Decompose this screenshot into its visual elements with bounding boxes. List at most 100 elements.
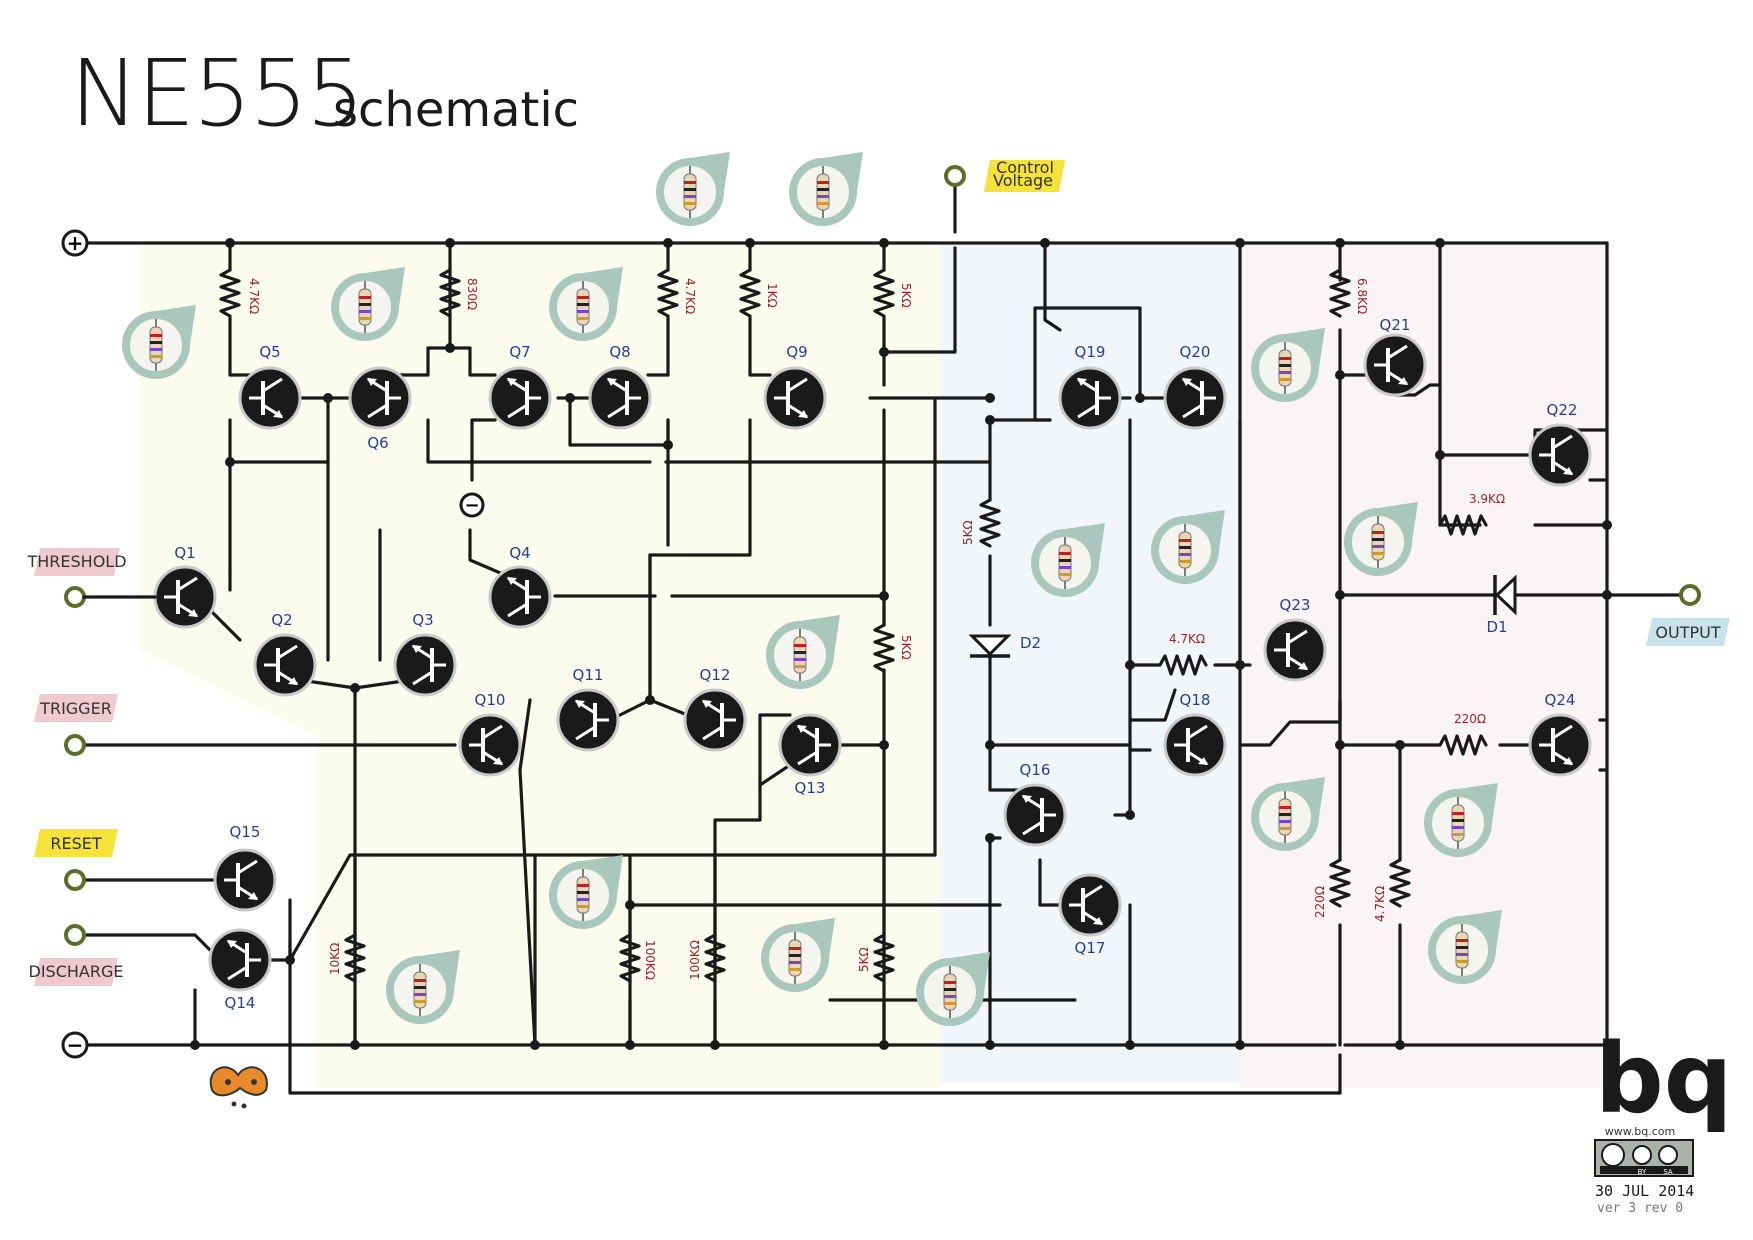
vcc-symbol: + [67,231,84,255]
resistor-network [219,268,1488,983]
transistor-q4 [488,565,552,629]
label-q1: Q1 [174,544,195,562]
trigger-label: TRIGGER [39,699,112,718]
output-label: OUTPUT [1655,623,1720,642]
transistor-q10 [458,713,522,777]
transistor-q11 [556,688,620,752]
discharge-return [288,938,1342,1095]
brand-logo: bq [1595,1023,1732,1135]
gnd-symbol: − [67,1033,84,1057]
transistor-q13 [778,713,842,777]
transistor-q8 [588,366,652,430]
label-r-q5: 4.7KΩ [247,278,261,314]
transistor-q23 [1263,618,1327,682]
transistor-q15 [213,848,277,912]
transistor-q19 [1058,366,1122,430]
label-q20: Q20 [1180,343,1211,361]
transistor-q12 [683,688,747,752]
bq-logo: bq www.bq.com BY SA 30 JUL 2014 ver 3 re… [1594,1023,1732,1216]
label-q15: Q15 [230,823,261,841]
transistor-q22 [1528,423,1592,487]
output-tag: OUTPUT [1646,618,1730,646]
label-q6: Q6 [367,434,388,452]
discharge-pin[interactable] [64,924,86,946]
transistor-q24 [1528,713,1592,777]
label-q9: Q9 [786,343,807,361]
label-q13: Q13 [795,779,826,797]
label-q18: Q18 [1180,691,1211,709]
label-q5: Q5 [259,343,280,361]
junction-dots [190,238,1612,1050]
minus-symbol: − [464,495,479,516]
internal-minus-node: − [459,492,485,518]
threshold-pin[interactable] [64,586,157,608]
label-q22: Q22 [1547,401,1578,419]
label-r-5k-top: 5KΩ [899,283,913,308]
label-r-5k-mid: 5KΩ [899,635,913,660]
diode-d1 [1493,574,1517,616]
transistor-q21 [1363,333,1427,397]
resistor-callout [655,151,731,227]
transistor-q9 [763,366,827,430]
discharge-tag: DISCHARGE [29,958,124,986]
label-r-5k-d2: 5KΩ [961,520,975,545]
label-q2: Q2 [271,611,292,629]
label-q19: Q19 [1075,343,1106,361]
control-voltage-pin[interactable] [944,165,966,187]
label-r-q8: 4.7KΩ [683,278,697,314]
zone-comparators [140,243,940,1088]
label-r-220-q24: 220Ω [1454,712,1486,726]
reset-tag: RESET [34,829,118,857]
control-voltage-label-1: Control [996,158,1054,177]
transistor-q2 [253,633,317,697]
label-q8: Q8 [609,343,630,361]
reset-label: RESET [50,834,101,853]
reset-pin[interactable] [64,869,86,891]
label-r-830: 830Ω [465,278,479,310]
label-q16: Q16 [1020,761,1051,779]
label-r-47k-bot: 4.7KΩ [1373,886,1387,922]
license-sa: SA [1663,1168,1673,1176]
label-r-47k-q23: 4.7KΩ [1169,632,1205,646]
threshold-label: THRESHOLD [26,552,126,571]
transistor-q18 [1163,713,1227,777]
label-q7: Q7 [509,343,530,361]
label-q3: Q3 [412,611,433,629]
transistor-q16 [1003,783,1067,847]
brand-url: www.bq.com [1605,1125,1675,1138]
trigger-pin[interactable] [64,734,86,756]
transistor-q1 [153,565,217,629]
gnd-terminal[interactable]: − [61,1031,89,1059]
transistor-q3 [393,633,457,697]
label-q21: Q21 [1380,316,1411,334]
output-pin[interactable] [1679,584,1701,606]
label-r-100k-a: 100KΩ [643,940,657,980]
revision-date: 30 JUL 2014 [1595,1182,1694,1200]
label-q14: Q14 [225,994,256,1012]
control-voltage-tag: Control Voltage [984,158,1065,192]
vcc-terminal[interactable]: + [61,229,89,257]
discharge-label: DISCHARGE [29,962,124,981]
label-r-68k: 6.8KΩ [1355,278,1369,314]
cc-license-badge: BY SA [1594,1139,1694,1177]
diode-d2 [968,634,1012,658]
page-subtitle: schematic [333,82,580,138]
resistor-callout [788,151,864,227]
transistor-q14 [208,928,272,992]
label-r-220-bot: 220Ω [1313,886,1327,918]
label-d1: D1 [1486,618,1507,636]
control-voltage-label-2: Voltage [993,171,1053,190]
label-r-39k: 3.9KΩ [1469,492,1505,506]
revision-version: ver 3 rev 0 [1597,1201,1683,1216]
threshold-tag: THRESHOLD [26,548,127,576]
mascot-icon [209,1066,268,1109]
label-q4: Q4 [509,544,530,562]
label-r-5k-bot: 5KΩ [857,947,871,972]
label-d2: D2 [1020,634,1041,652]
label-q10: Q10 [475,691,506,709]
transistor-q5 [238,366,302,430]
label-q23: Q23 [1280,596,1311,614]
transistor-q7 [488,366,552,430]
label-q17: Q17 [1075,939,1106,957]
